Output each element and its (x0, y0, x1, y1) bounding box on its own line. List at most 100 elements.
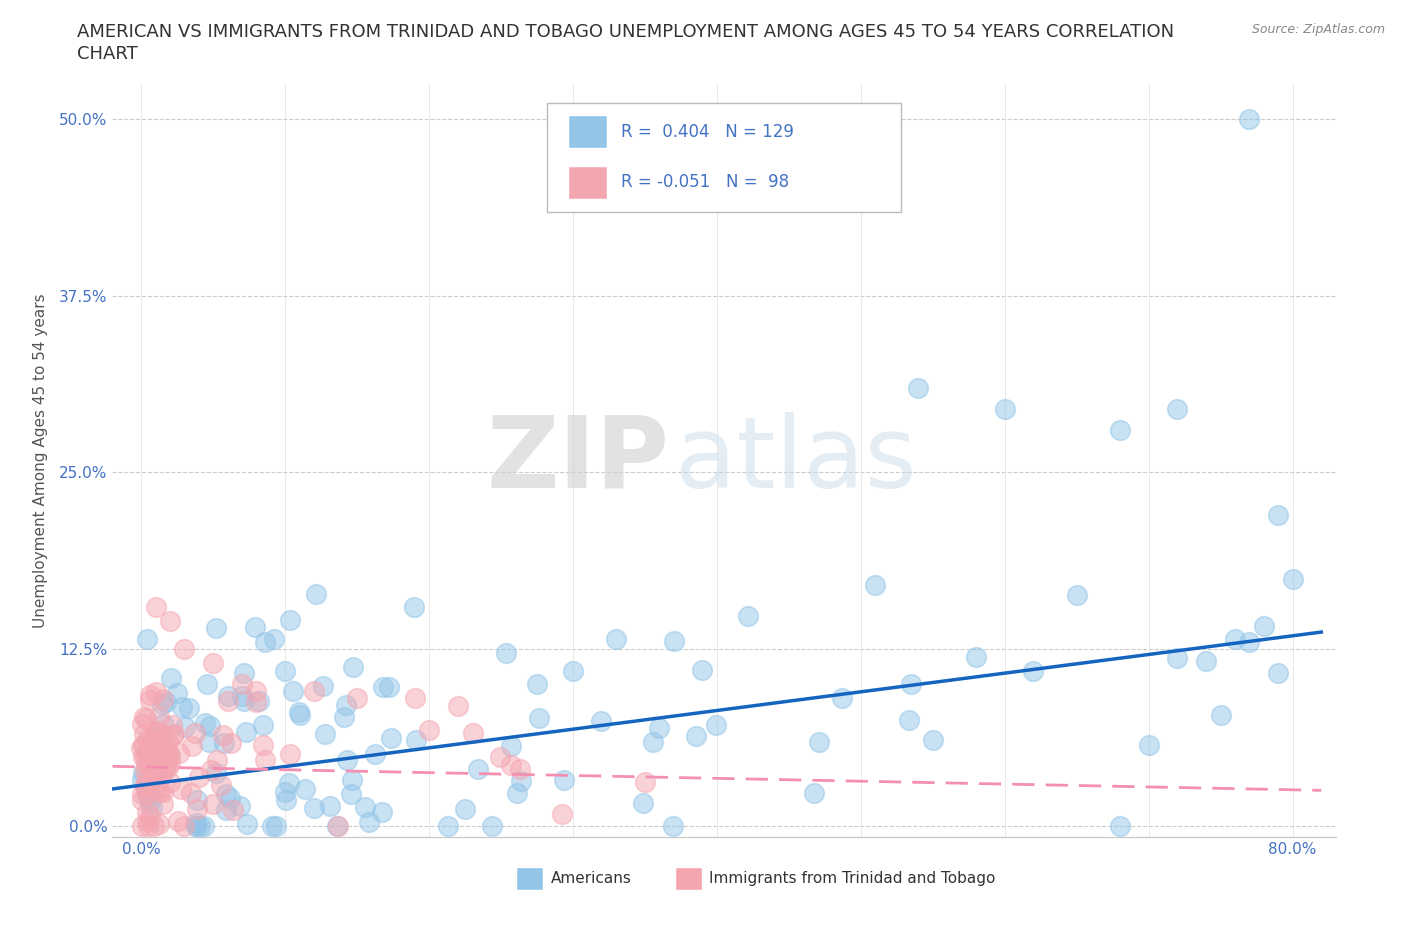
Point (634, 775, 657, 790)
Point (550, 806, 572, 821)
Point (138, 751, 160, 765)
Point (145, 724, 167, 739)
Point (195, 677, 218, 692)
Point (163, 727, 186, 742)
Point (204, 620, 226, 635)
Text: ZIP: ZIP (486, 412, 669, 509)
Point (184, 725, 207, 740)
Point (160, 671, 183, 685)
Point (135, 757, 157, 772)
Point (135, 631, 157, 646)
Point (405, 732, 427, 747)
Point (288, 705, 311, 720)
Point (180, 786, 202, 801)
Point (202, 796, 225, 811)
Point (263, 631, 285, 646)
Point (364, 747, 387, 762)
Point (404, 691, 426, 706)
Point (145, 599, 167, 614)
Point (136, 789, 159, 804)
Point (167, 746, 190, 761)
Point (200, 762, 222, 777)
Point (156, 760, 179, 775)
Point (141, 800, 163, 815)
Point (965, 649, 987, 664)
Point (149, 784, 172, 799)
Point (138, 740, 160, 755)
Point (145, 684, 167, 699)
Point (131, 773, 153, 788)
Point (380, 730, 402, 745)
Point (312, 679, 335, 694)
Point (336, 752, 359, 767)
Point (215, 787, 238, 802)
Point (253, 634, 276, 649)
Point (170, 699, 193, 714)
Point (135, 804, 157, 819)
Point (162, 717, 184, 732)
Point (690, 663, 713, 678)
Point (135, 733, 157, 748)
Point (247, 693, 270, 708)
Point (139, 693, 162, 708)
Point (605, 631, 627, 646)
Point (319, 798, 342, 813)
Y-axis label: Unemployment Among Ages 45 to 54 years: Unemployment Among Ages 45 to 54 years (32, 293, 48, 628)
Point (156, 748, 179, 763)
Point (155, 740, 177, 755)
Text: R = -0.051   N =  98: R = -0.051 N = 98 (621, 173, 789, 192)
Point (155, 695, 177, 710)
Text: AMERICAN VS IMMIGRANTS FROM TRINIDAD AND TOBAGO UNEMPLOYMENT AMONG AGES 45 TO 54: AMERICAN VS IMMIGRANTS FROM TRINIDAD AND… (77, 23, 1174, 41)
Point (897, 712, 920, 727)
Point (278, 747, 301, 762)
Point (863, 578, 886, 592)
Point (685, 729, 707, 744)
Text: Americans: Americans (550, 870, 631, 886)
Point (134, 777, 156, 792)
Point (662, 633, 685, 648)
Point (418, 722, 440, 737)
Point (378, 680, 401, 695)
Point (152, 692, 174, 707)
Point (142, 727, 165, 742)
Point (132, 765, 155, 780)
Point (252, 737, 274, 752)
Point (131, 818, 153, 833)
Point (245, 695, 267, 710)
Point (186, 792, 208, 807)
Point (217, 694, 239, 709)
Point (281, 684, 304, 698)
Point (357, 815, 380, 830)
Point (231, 677, 253, 692)
FancyBboxPatch shape (516, 867, 543, 890)
Point (169, 781, 191, 796)
FancyBboxPatch shape (568, 115, 606, 149)
Point (148, 817, 170, 831)
Point (274, 663, 297, 678)
Point (305, 586, 328, 601)
Point (143, 771, 166, 786)
Point (1267, 665, 1289, 680)
Point (135, 711, 157, 726)
Point (174, 719, 197, 734)
Point (501, 738, 523, 753)
Point (643, 735, 665, 750)
Point (907, 380, 929, 395)
Point (527, 711, 550, 725)
Point (302, 801, 325, 816)
Point (132, 726, 155, 741)
Point (136, 756, 159, 771)
Point (1223, 631, 1246, 646)
FancyBboxPatch shape (568, 166, 606, 199)
Point (354, 799, 377, 814)
Point (633, 796, 655, 811)
Point (314, 726, 336, 741)
Point (141, 758, 163, 773)
Point (591, 713, 613, 728)
Point (150, 697, 173, 711)
Point (342, 660, 364, 675)
Point (454, 801, 477, 816)
Point (340, 772, 363, 787)
Point (159, 775, 181, 790)
Point (219, 790, 242, 805)
